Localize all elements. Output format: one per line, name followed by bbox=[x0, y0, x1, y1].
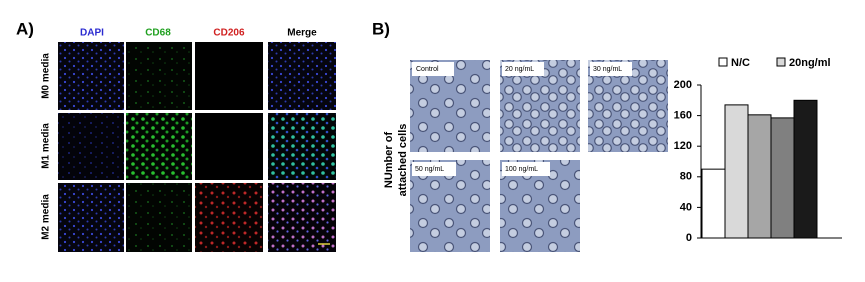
column-header: DAPI bbox=[80, 28, 104, 39]
y-tick-label: 40 bbox=[680, 201, 692, 213]
y-tick-label: 160 bbox=[674, 110, 692, 122]
y-axis-title-line: NUmber of bbox=[383, 132, 395, 189]
micrograph bbox=[268, 113, 336, 180]
micrograph bbox=[126, 42, 192, 110]
legend-label: 20ng/ml bbox=[789, 57, 831, 69]
image-label-box bbox=[502, 62, 544, 76]
micrograph bbox=[195, 113, 263, 180]
row-label: M2 media bbox=[41, 194, 52, 240]
y-axis-title: NUmber of attached cells bbox=[383, 124, 409, 197]
column-header: CD68 bbox=[145, 28, 171, 39]
y-tick-label: 120 bbox=[674, 140, 692, 152]
bar-chart: 0 40 80 120 160 200 N/C 20ng/ml bbox=[674, 57, 842, 244]
bar bbox=[793, 99, 818, 239]
micrograph bbox=[58, 113, 124, 180]
micrograph bbox=[58, 183, 124, 252]
bar bbox=[770, 117, 795, 239]
y-axis-title-line: attached cells bbox=[397, 124, 409, 197]
image-label: 30 ng/mL bbox=[593, 66, 622, 73]
panel-label: B) bbox=[372, 19, 390, 38]
bar bbox=[701, 168, 726, 239]
y-tick-label: 80 bbox=[680, 171, 692, 183]
image-label-box bbox=[412, 62, 454, 76]
row-label: M1 media bbox=[41, 123, 52, 169]
bar bbox=[747, 114, 772, 239]
legend-swatch bbox=[776, 57, 786, 67]
micrograph bbox=[195, 42, 263, 110]
image-label-box bbox=[412, 162, 456, 176]
column-header: CD206 bbox=[213, 28, 245, 39]
image-label: 100 ng/mL bbox=[505, 166, 538, 173]
row-label: M0 media bbox=[41, 53, 52, 99]
image-label-box bbox=[502, 162, 550, 176]
column-header: Merge bbox=[287, 28, 317, 39]
image-label: 20 ng/mL bbox=[505, 66, 534, 73]
legend-swatch bbox=[718, 57, 728, 67]
image-label: 50 ng/mL bbox=[415, 166, 444, 173]
image-label: Control bbox=[416, 66, 439, 73]
micrograph bbox=[58, 42, 124, 110]
micrograph bbox=[126, 183, 192, 252]
cell-images: Control 20 ng/mL 30 ng/mL 50 ng/mL 100 n… bbox=[410, 60, 668, 252]
micrograph bbox=[268, 183, 336, 252]
micrograph bbox=[268, 42, 336, 110]
y-tick-label: 200 bbox=[674, 79, 692, 91]
micrograph bbox=[126, 113, 192, 180]
y-tick-label: 0 bbox=[686, 232, 692, 244]
micrograph bbox=[195, 183, 263, 252]
image-label-box bbox=[590, 62, 632, 76]
legend-label: N/C bbox=[731, 57, 750, 69]
bar bbox=[724, 104, 749, 239]
micrograph-grid bbox=[58, 42, 336, 252]
panel-label: A) bbox=[16, 19, 34, 38]
